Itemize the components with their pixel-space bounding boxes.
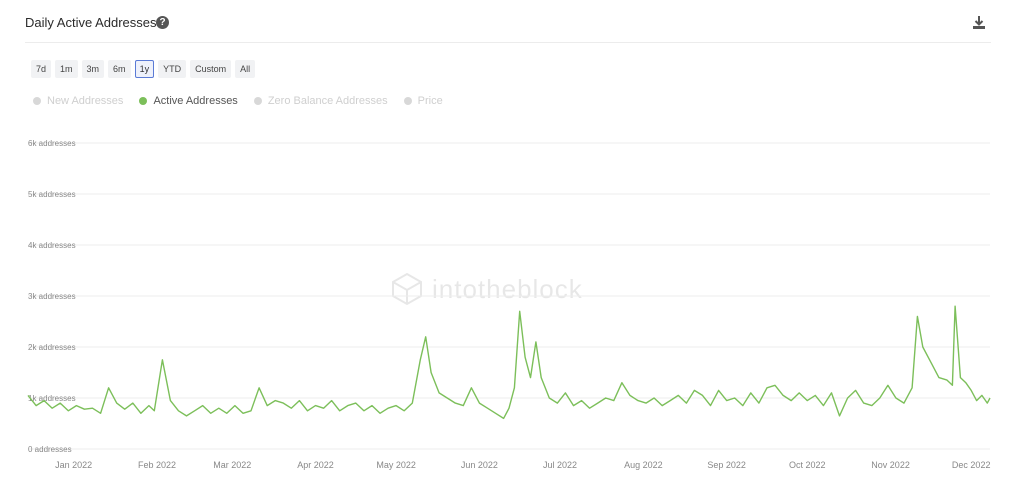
legend-item-zero-balance-addresses[interactable]: Zero Balance Addresses (253, 95, 388, 107)
range-3m-button[interactable]: 3m (81, 60, 105, 78)
legend-item-active-addresses[interactable]: Active Addresses (139, 95, 238, 107)
range-all-button[interactable]: All (235, 60, 256, 78)
y-tick-label: 2k addresses (28, 343, 76, 352)
range-1m-button[interactable]: 1m (55, 60, 78, 78)
x-tick-label: Aug 2022 (624, 460, 663, 470)
page-title: Daily Active Addresses (25, 15, 157, 30)
legend-label: Price (417, 95, 443, 107)
range-7d-button[interactable]: 7d (31, 60, 52, 78)
legend-item-new-addresses[interactable]: New Addresses (33, 95, 123, 107)
x-tick-label: May 2022 (376, 460, 416, 470)
y-tick-label: 0 addresses (28, 445, 72, 454)
chart-header: Daily Active Addresses ? (25, 13, 991, 43)
legend-label: Active Addresses (153, 95, 238, 107)
x-tick-label: Sep 2022 (707, 460, 746, 470)
watermark-text: intotheblock (432, 273, 583, 304)
x-tick-label: Nov 2022 (871, 460, 910, 470)
x-tick-label: Jun 2022 (461, 460, 498, 470)
intotheblock-logo-icon (392, 272, 422, 306)
time-range-selector: 7d 1m 3m 6m 1y YTD Custom All (31, 60, 256, 78)
legend-label: New Addresses (47, 95, 124, 107)
x-tick-label: Apr 2022 (297, 460, 334, 470)
y-tick-label: 5k addresses (28, 190, 76, 199)
x-tick-label: Oct 2022 (789, 460, 826, 470)
download-icon[interactable] (971, 15, 987, 31)
x-tick-label: Jul 2022 (543, 460, 577, 470)
range-ytd-button[interactable]: YTD (158, 60, 187, 78)
legend-dot-icon (33, 97, 41, 105)
legend-dot-icon (403, 97, 412, 105)
legend-label: Zero Balance Addresses (267, 95, 388, 107)
x-tick-label: Jan 2022 (55, 460, 92, 470)
chart-legend: New Addresses Active Addresses Zero Bala… (33, 95, 443, 107)
legend-dot-icon (139, 97, 148, 105)
x-tick-label: Mar 2022 (213, 460, 251, 470)
help-icon[interactable]: ? (156, 16, 169, 29)
x-tick-label: Feb 2022 (138, 460, 176, 470)
legend-item-price[interactable]: Price (403, 95, 443, 107)
legend-dot-icon (253, 97, 262, 105)
x-tick-label: Dec 2022 (952, 460, 991, 470)
range-custom-button[interactable]: Custom (190, 60, 232, 78)
y-tick-label: 1k addresses (28, 394, 76, 403)
y-tick-label: 4k addresses (28, 241, 76, 250)
y-tick-label: 3k addresses (28, 292, 76, 301)
y-tick-label: 6k addresses (28, 139, 76, 148)
watermark: intotheblock (390, 272, 583, 306)
series-line-active-addresses (27, 305, 991, 420)
range-6m-button[interactable]: 6m (108, 60, 131, 78)
range-1y-button[interactable]: 1y (134, 60, 155, 78)
